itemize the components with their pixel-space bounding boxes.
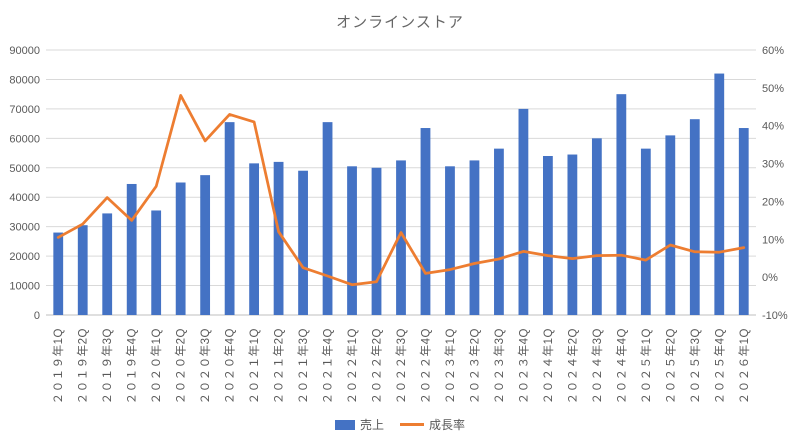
x-axis-label: ２０２０年4Q (223, 328, 237, 404)
sales-bar[interactable] (714, 73, 725, 315)
x-axis-label: ２０２１年2Q (272, 328, 286, 404)
x-axis-label: ２０１９年3Q (100, 328, 114, 404)
sales-bar[interactable] (249, 163, 260, 315)
right-axis-tick: 40% (762, 121, 784, 133)
x-axis-label: ２０２３年1Q (443, 328, 457, 404)
left-axis-tick: 80000 (9, 74, 40, 86)
sales-bar[interactable] (738, 128, 749, 315)
x-axis-label: ２０２２年1Q (345, 328, 359, 404)
sales-bar[interactable] (298, 170, 308, 315)
chart-canvas: 0 10000 20000 30000 40000 50000 60000 70000 8000… (9, 45, 788, 404)
legend-item-sales[interactable]: 売上 (334, 416, 384, 433)
x-axis-label: ２０２０年1Q (149, 328, 163, 404)
right-axis-tick: 50% (762, 83, 784, 95)
x-axis-label: ２０１９年4Q (125, 328, 139, 404)
left-axis-tick: 60000 (9, 133, 40, 145)
sales-bar[interactable] (396, 160, 406, 315)
x-axis-label: ２０２５年1Q (639, 328, 653, 404)
sales-bar[interactable] (175, 182, 186, 316)
x-axis-label: ２０２５年3Q (688, 328, 702, 404)
x-axis-label: ２０２４年2Q (565, 328, 579, 404)
x-axis-label: ２０２５年2Q (663, 328, 677, 404)
left-axis-tick: 20000 (9, 251, 40, 263)
right-axis-tick: -10% (762, 310, 788, 322)
sales-bar[interactable] (591, 138, 602, 315)
x-axis-label: ２０２２年3Q (394, 328, 408, 404)
sales-bar[interactable] (469, 160, 480, 315)
sales-bar[interactable] (542, 156, 553, 315)
sales-bar[interactable] (616, 94, 627, 316)
left-axis-tick: 30000 (9, 222, 40, 234)
x-axis-label: ２０２３年3Q (492, 328, 506, 404)
sales-bar[interactable] (200, 175, 211, 315)
x-axis-label: ２０１９年2Q (76, 328, 90, 404)
left-axis-tick: 90000 (9, 45, 40, 57)
sales-bar[interactable] (445, 166, 455, 315)
sales-bar[interactable] (689, 119, 700, 315)
sales-bar[interactable] (494, 148, 504, 315)
sales-bar[interactable] (322, 122, 333, 315)
right-axis-tick: 30% (762, 159, 784, 171)
right-axis-tick: 10% (762, 234, 784, 246)
sales-bar[interactable] (273, 161, 284, 315)
left-axis-tick: 40000 (9, 192, 40, 204)
x-axis-label: ２０２１年3Q (296, 328, 310, 404)
x-axis-label: ２０２２年4Q (418, 328, 432, 404)
sales-bar[interactable] (371, 167, 382, 315)
sales-bar[interactable] (77, 225, 88, 315)
sales-bar[interactable] (347, 166, 357, 315)
x-axis-label: ２０２３年2Q (467, 328, 481, 404)
left-axis-tick: 70000 (9, 104, 40, 116)
sales-bar[interactable] (53, 232, 64, 315)
sales-bar[interactable] (518, 108, 529, 315)
sales-bar[interactable] (224, 122, 235, 315)
x-axis-label: ２０２０年2Q (174, 328, 188, 404)
legend: 売上 成長率 (0, 416, 800, 433)
x-axis-label: ２０２２年2Q (370, 328, 384, 404)
right-axis-tick: 60% (762, 45, 784, 57)
right-axis-tick: 0% (762, 272, 778, 284)
growth-legend-label: 成長率 (429, 418, 466, 432)
legend-item-growth[interactable]: 成長率 (400, 416, 465, 433)
x-axis-label: ２０２０年3Q (198, 328, 212, 404)
x-axis-label: ２０２４年3Q (590, 328, 604, 404)
sales-bar[interactable] (102, 213, 113, 315)
sales-bar[interactable] (126, 183, 137, 315)
left-axis-tick: 10000 (9, 281, 40, 293)
sales-legend-label: 売上 (359, 418, 384, 432)
chart-title: オンラインストア (336, 14, 464, 31)
right-axis-tick: 20% (762, 196, 784, 208)
sales-bar[interactable] (665, 135, 676, 315)
x-axis-label: ２０２５年4Q (712, 328, 726, 404)
x-axis-label: ２０２３年4Q (516, 328, 530, 404)
x-axis-label: ２０２１年4Q (321, 328, 335, 404)
left-axis-tick: 0 (34, 310, 40, 322)
sales-bar[interactable] (420, 128, 431, 315)
left-axis-tick: 50000 (9, 163, 40, 175)
growth-line[interactable] (56, 94, 746, 287)
sales-bar[interactable] (151, 210, 162, 315)
growth-series-swatch (400, 423, 424, 426)
x-axis-label: ２０２１年1Q (247, 328, 261, 404)
x-axis-label: ２０２４年4Q (614, 328, 628, 404)
x-axis-label: ２０２４年1Q (541, 328, 555, 404)
x-axis-label: ２０２６年1Q (737, 328, 751, 404)
sales-series-swatch (334, 419, 355, 430)
sales-bar[interactable] (640, 148, 651, 315)
x-axis-label: ２０１９年1Q (51, 328, 65, 404)
sales-bar[interactable] (567, 154, 578, 315)
